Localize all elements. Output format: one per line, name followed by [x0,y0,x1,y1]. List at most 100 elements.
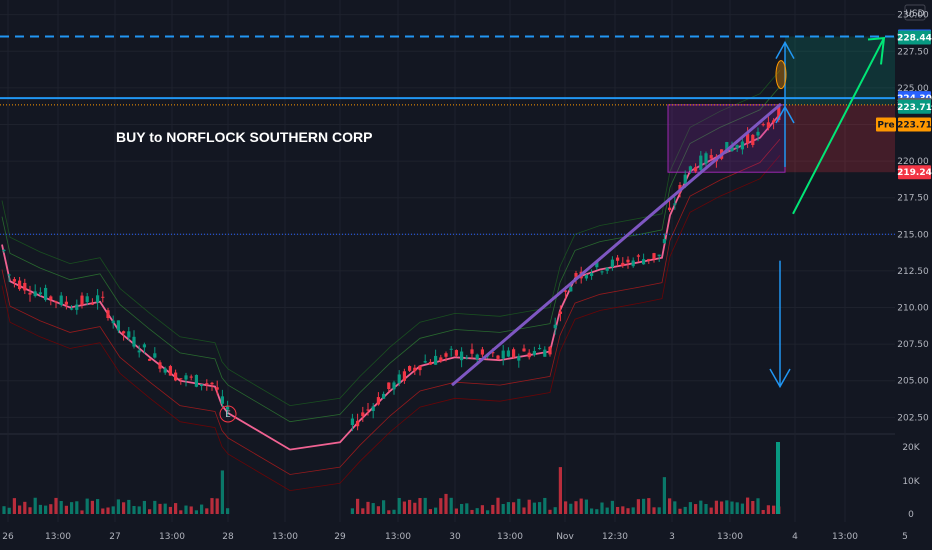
volume-bar [522,507,526,514]
volume-bar [200,504,204,514]
x-axis-ticks: 26 13:00 27 13:00 28 13:00 29 13:00 30 13:00 Nov 12… [2,532,908,542]
y-tick-label: 202.50 [897,413,929,423]
volume-bar-spike [776,442,780,514]
volume-bar [12,498,16,514]
volume-bar [101,508,105,514]
volume-bar [85,498,89,514]
y-tick-label: 210.00 [897,304,929,314]
volume-bar [460,503,464,514]
currency-button[interactable] [904,4,926,21]
volume-bar [127,499,131,514]
volume-bar [18,505,22,514]
candle-body [725,142,729,153]
pre-market-badge [898,117,931,132]
candle-body [28,292,32,295]
stop-zone [785,104,895,173]
volume-bar [480,505,484,514]
volume-bar [189,506,193,514]
volume-bar [569,503,573,514]
volume-bar [527,499,531,514]
candle-body [111,320,115,324]
y-tick-label: 215.00 [897,230,929,240]
candle-body [387,382,391,390]
candle-body [740,141,744,150]
price-badge-label: 228.44 [897,33,932,43]
volume-bar [158,503,162,514]
volume-bar [486,510,490,514]
x-tick-label: 3 [669,532,675,542]
volume-bar [361,508,365,514]
candle-body [600,271,604,273]
candle-body [569,287,573,292]
candle-body [226,406,230,410]
volume-bar [137,506,141,514]
candle-body [413,367,417,372]
candle-body [673,203,677,205]
volume-bar [23,501,27,514]
x-tick-label: 28 [222,532,234,542]
candle-body [470,349,474,354]
volume-bar [163,503,167,514]
candle-body [361,412,365,417]
candle-body [64,301,68,305]
candle-body [200,384,204,387]
candle-body [590,273,594,276]
candle-body [454,350,458,356]
y-tick-label: 207.50 [897,340,929,350]
volume-bar [647,498,651,514]
up-arrow-head [775,40,795,59]
volume-bar [408,499,412,514]
volume-bar [428,509,432,514]
candle-body [12,279,16,282]
green-arrow-head [867,36,886,65]
highlight-ellipse [775,60,787,90]
volume-bar [532,502,536,514]
candle-body [7,274,11,276]
candle-body [584,275,588,279]
candle-body [54,301,58,303]
volume-bar [501,503,505,514]
volume-bar [683,506,687,514]
candle-body [382,393,386,399]
volume-bar [116,499,120,514]
candle-body [512,349,516,358]
down-arrow-head [769,368,791,389]
candle-body [480,349,484,355]
candle-body [444,353,448,357]
candle-body [70,308,74,310]
volume-bar [699,500,703,514]
volume-bar [694,504,698,514]
volume-bar [564,501,568,514]
candle-body [18,280,22,290]
candle-body [215,387,219,390]
volume-bar [418,498,422,514]
volume-bar [64,505,68,514]
volume-bar [590,508,594,514]
volume-bar [475,508,479,514]
pre-market-badge-label: 223.71 [897,120,932,130]
volume-bar [413,502,417,514]
x-tick-label: 27 [109,532,120,542]
candle-body [543,349,547,357]
grid [0,0,932,522]
candle-body [746,133,750,144]
candle-body [85,296,89,303]
candle-body [434,355,438,365]
volume-bar [44,505,48,514]
candle-body [491,352,495,354]
volume-bar [7,507,11,514]
position-zones [667,36,895,173]
volume-bar [366,501,370,514]
candle-body [153,353,157,358]
volume-bar [558,467,562,514]
volume-bar [382,500,386,514]
volume-bar [548,509,552,514]
volume-bar [709,507,713,514]
volume-bar [402,501,406,514]
candle-body [38,292,42,295]
volume-bar [444,493,448,514]
candle-body [44,287,48,300]
candle-body [116,320,120,331]
volume-bars [2,442,781,514]
